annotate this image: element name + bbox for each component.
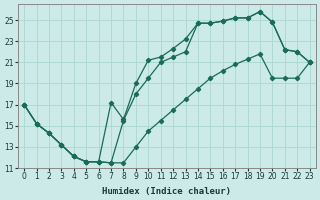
X-axis label: Humidex (Indice chaleur): Humidex (Indice chaleur) <box>102 187 231 196</box>
